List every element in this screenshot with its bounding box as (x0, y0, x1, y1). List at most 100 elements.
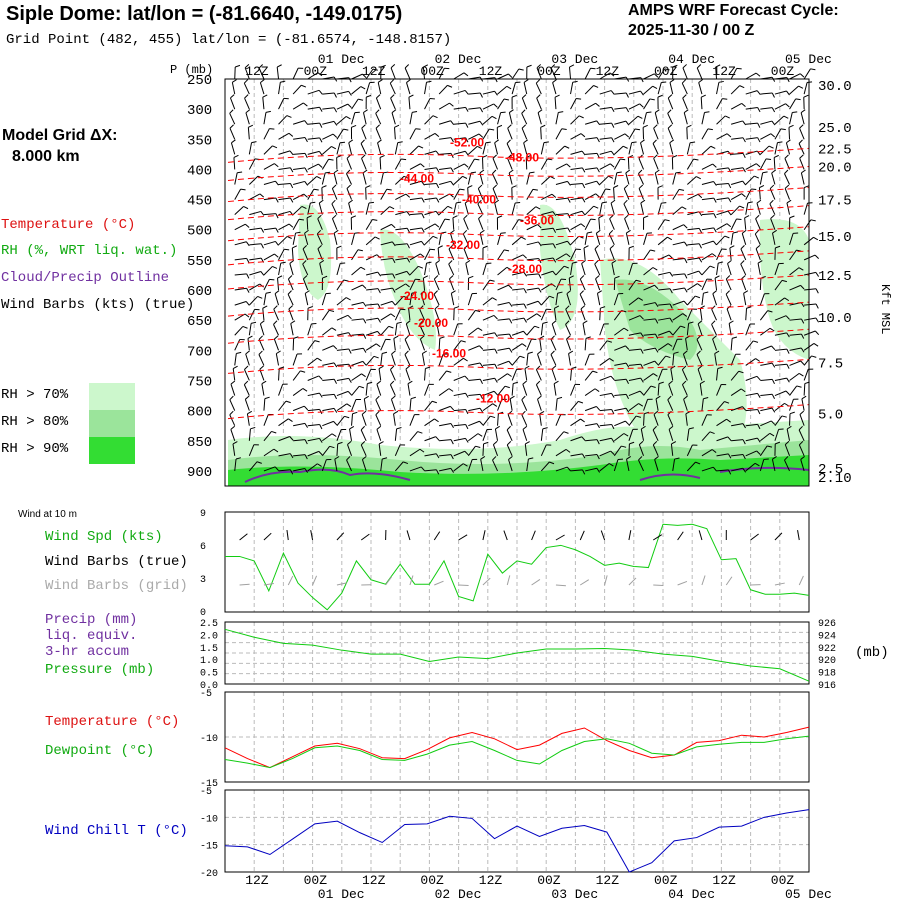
wind-barb (438, 388, 450, 396)
wind-barb-flag (610, 90, 615, 95)
wind-barb (394, 142, 399, 155)
wind-barb (438, 405, 451, 412)
wind-barb (307, 424, 320, 427)
wind-barb (512, 317, 525, 321)
wind-barb (613, 158, 621, 170)
wind-barb-flag (288, 223, 294, 228)
wind-barb (672, 313, 684, 321)
wind-barb (453, 175, 463, 185)
wind-barb (540, 176, 551, 185)
wind-barb (389, 369, 396, 381)
wind-barb-flag (347, 314, 352, 320)
wind-barb-flag (736, 67, 742, 70)
wind-barb (653, 127, 659, 140)
wind-barb (477, 203, 484, 215)
wind-barb-flag (596, 468, 601, 473)
wind-barb-flag (366, 94, 372, 98)
wind-barb (585, 137, 598, 140)
wind-barb (798, 429, 805, 441)
wind-barb-flag (479, 169, 485, 174)
wind-barb-flag (669, 317, 673, 323)
temperature-contour-label: -40.00 (462, 193, 496, 207)
wind-barb-flag (771, 394, 775, 399)
wind-barb-flag (319, 107, 323, 112)
wind-barb (800, 112, 805, 125)
wind-barb-flag (376, 94, 381, 99)
wind-barb-flag (623, 433, 629, 437)
wind-barb (652, 143, 659, 155)
wind-barb (716, 418, 727, 427)
wind-barb (293, 422, 306, 427)
wind-barb (553, 383, 557, 396)
wind-barb-flag (696, 64, 702, 69)
wind-barb-flag (483, 441, 489, 445)
wind-barb (653, 158, 659, 170)
wind-barb (248, 309, 256, 321)
wind-barb-flag (262, 305, 268, 309)
wind-barb (745, 323, 751, 336)
time-tick-top: 12Z (479, 64, 503, 79)
wind-barb (424, 82, 428, 95)
pressure-label: Pressure (mb) (45, 662, 155, 678)
wind-barb (774, 415, 783, 426)
wind-barb-flag (625, 107, 630, 113)
wind-barb (331, 203, 338, 215)
wind-barb-flag (798, 267, 804, 271)
wind-barb-flag (423, 275, 429, 279)
wind-barb-flag (672, 64, 678, 68)
wind-barb (657, 343, 669, 351)
surface-barb-grid (239, 583, 250, 586)
wind-barb (478, 218, 484, 230)
wind-barb (263, 145, 273, 155)
wind-barb-flag (302, 388, 308, 392)
wind-barb (336, 142, 341, 155)
wind-barb (774, 280, 783, 291)
wind-barb (439, 137, 452, 140)
wind-barb-flag (655, 333, 659, 339)
wind-barb (599, 423, 612, 427)
surface-barb-true (263, 532, 272, 541)
wind-barb-flag (419, 448, 425, 453)
surface-barb-true (458, 534, 468, 541)
wind-barb (511, 355, 521, 366)
wind-barb (409, 128, 417, 140)
wind-barb-flag (465, 409, 469, 415)
wind-barb (784, 188, 790, 200)
wind-barb (745, 450, 757, 457)
wind-barb-flag (489, 128, 495, 131)
wind-barb (424, 197, 437, 201)
surface-barb-grid (580, 579, 590, 586)
wind-barb (599, 106, 612, 110)
wind-barb (393, 127, 396, 140)
wind-barb (584, 338, 587, 351)
wind-barb (439, 454, 452, 457)
wind-barb-flag (319, 392, 323, 398)
pressure-tick-label: 800 (187, 405, 212, 421)
wind-barb (463, 248, 469, 261)
wind-barb-flag (494, 377, 498, 383)
date-label-bottom: 01 Dec (318, 887, 365, 900)
wind-tick-label: 3 (200, 575, 206, 586)
wind-barb (248, 444, 255, 457)
wind-barb-flag (405, 365, 411, 370)
wind-barb (230, 142, 236, 155)
wind-barb (570, 167, 583, 170)
wind-barb-flag (644, 411, 650, 415)
wind-barb-flag (709, 265, 715, 269)
wind-barb-flag (680, 325, 686, 329)
wind-barb (424, 368, 426, 381)
wind-barb-flag (669, 79, 675, 83)
wind-barb (336, 348, 349, 351)
wind-barb-flag (348, 348, 352, 354)
wind-barb (506, 143, 513, 155)
wind-barb-flag (610, 199, 616, 204)
wind-barb-flag (785, 103, 790, 108)
wind-barb-flag (454, 306, 460, 309)
wind-barb (438, 180, 451, 186)
model-grid-value: 8.000 km (12, 148, 80, 165)
wind-barb (786, 202, 791, 215)
wind-barb (361, 127, 367, 140)
wind-barb (614, 378, 627, 381)
wind-barb (438, 338, 441, 351)
wind-barb (672, 206, 683, 216)
